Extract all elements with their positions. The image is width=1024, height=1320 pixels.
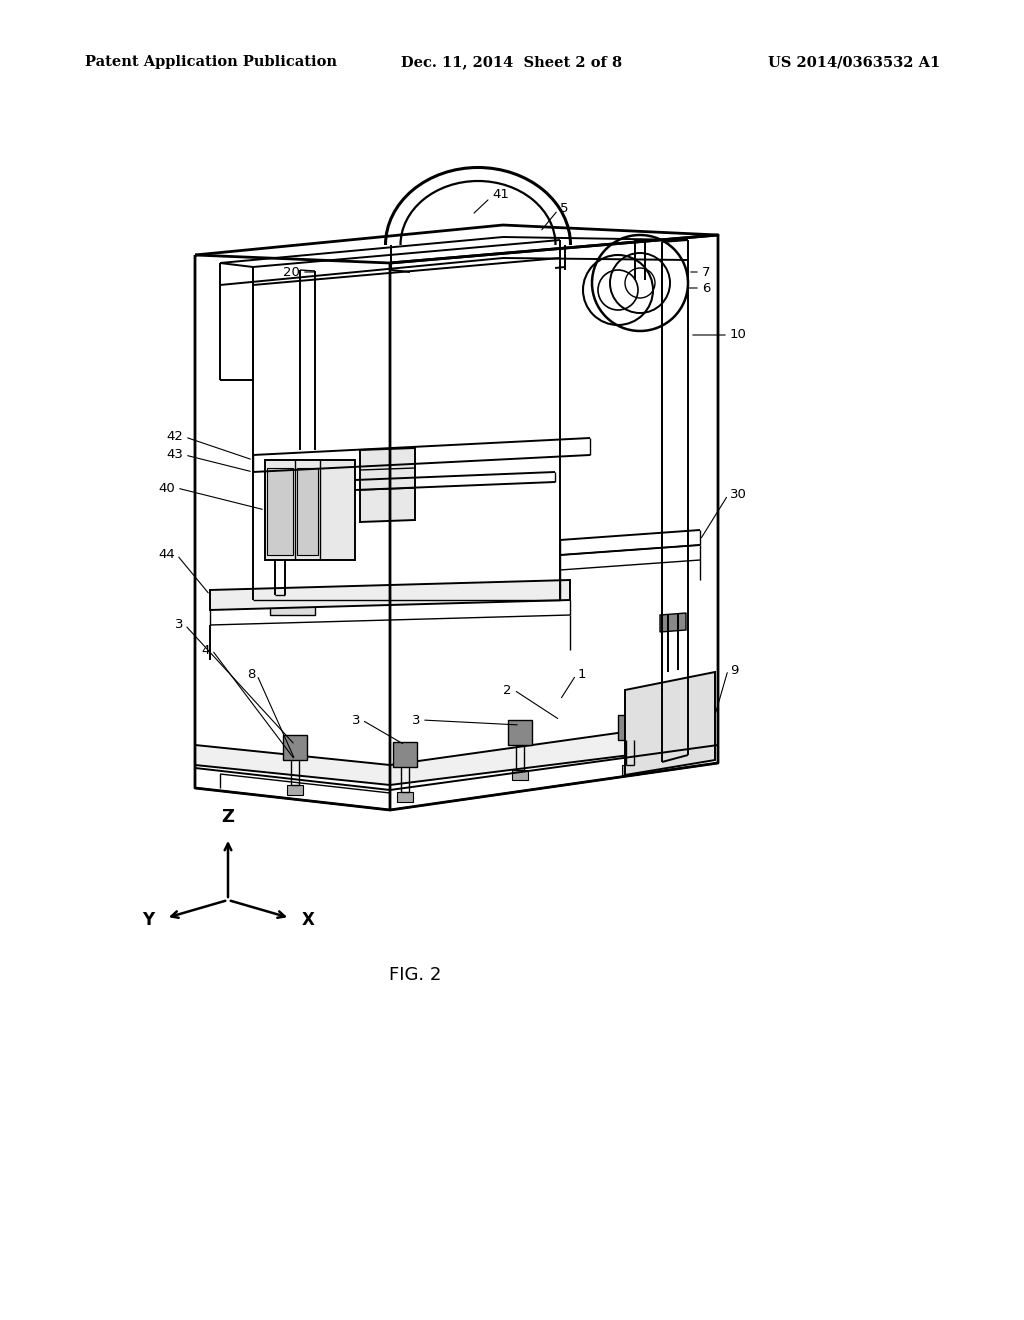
- Polygon shape: [393, 742, 417, 767]
- Text: 3: 3: [412, 714, 420, 726]
- Text: 7: 7: [702, 265, 711, 279]
- Text: Patent Application Publication: Patent Application Publication: [85, 55, 337, 69]
- Text: US 2014/0363532 A1: US 2014/0363532 A1: [768, 55, 940, 69]
- Polygon shape: [267, 469, 293, 554]
- Text: 10: 10: [730, 329, 746, 342]
- Polygon shape: [210, 579, 570, 610]
- Text: 3: 3: [351, 714, 360, 726]
- Text: 42: 42: [166, 430, 183, 444]
- Text: 5: 5: [560, 202, 568, 214]
- Text: Z: Z: [221, 808, 234, 826]
- Text: FIG. 2: FIG. 2: [389, 966, 441, 983]
- Polygon shape: [622, 766, 638, 775]
- Polygon shape: [297, 469, 318, 554]
- Polygon shape: [512, 770, 528, 780]
- Text: 44: 44: [159, 549, 175, 561]
- Polygon shape: [270, 595, 315, 615]
- Polygon shape: [660, 612, 686, 632]
- Text: 1: 1: [578, 668, 587, 681]
- Text: Dec. 11, 2014  Sheet 2 of 8: Dec. 11, 2014 Sheet 2 of 8: [401, 55, 623, 69]
- Polygon shape: [195, 719, 710, 785]
- Text: 41: 41: [492, 189, 509, 202]
- Text: 4: 4: [202, 644, 210, 656]
- Text: 20: 20: [283, 265, 300, 279]
- Text: 8: 8: [247, 668, 255, 681]
- Text: 6: 6: [702, 281, 711, 294]
- Text: 40: 40: [159, 482, 175, 495]
- Polygon shape: [508, 719, 532, 744]
- Text: Y: Y: [142, 911, 154, 929]
- Polygon shape: [397, 792, 413, 803]
- Text: 3: 3: [174, 619, 183, 631]
- Polygon shape: [287, 785, 303, 795]
- Text: 2: 2: [504, 684, 512, 697]
- Polygon shape: [625, 672, 715, 775]
- Polygon shape: [360, 447, 415, 521]
- Polygon shape: [265, 459, 355, 560]
- Text: X: X: [302, 911, 314, 929]
- Text: 30: 30: [730, 488, 746, 502]
- Text: 43: 43: [166, 449, 183, 462]
- Polygon shape: [618, 715, 642, 741]
- Text: 9: 9: [730, 664, 738, 676]
- Polygon shape: [283, 735, 307, 760]
